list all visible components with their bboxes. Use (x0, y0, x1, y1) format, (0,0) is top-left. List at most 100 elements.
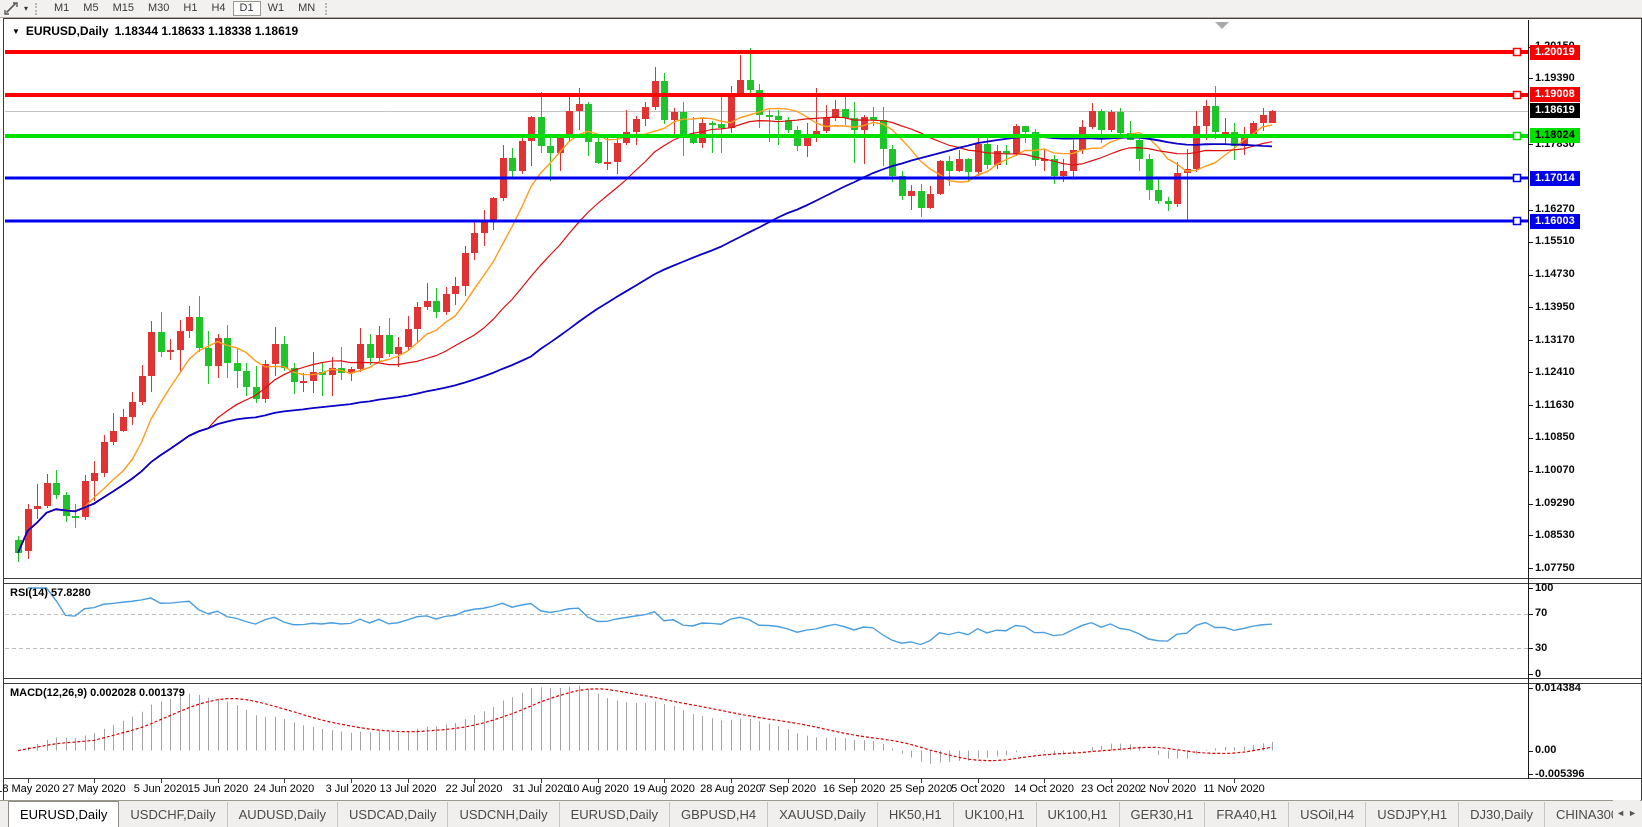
timeframe-button-mn[interactable]: MN (298, 2, 316, 14)
chart-tab-usdcad-daily[interactable]: USDCAD,Daily (338, 802, 449, 827)
chart-tab-dj30-daily[interactable]: DJ30,Daily (1459, 802, 1545, 827)
date-tick-label: 31 Jul 2020 (512, 783, 570, 795)
date-tick-label: 27 May 2020 (62, 783, 126, 795)
chart-tab-audusd-daily[interactable]: AUDUSD,Daily (228, 802, 339, 827)
rsi-current-value: 57.8280 (50, 587, 91, 599)
chart-tab-fra40-h1[interactable]: FRA40,H1 (1205, 802, 1290, 827)
date-axis-tick (1168, 779, 1169, 783)
date-axis-tick (408, 779, 409, 783)
date-tick-label: 18 May 2020 (0, 783, 60, 795)
timeframe-button-m1[interactable]: M1 (54, 2, 70, 14)
date-axis-tick (978, 779, 979, 783)
chevron-down-icon[interactable]: ▾ (23, 4, 28, 13)
tab-scroll-left-icon[interactable]: ◄ (1616, 808, 1626, 818)
price-tick-label: 1.16270 (1535, 203, 1575, 215)
macd-current-values: 0.002028 0.001379 (90, 687, 185, 699)
timeframe-button-group: M1 M5 M15 M30 H1 H4 D1 W1 MN (47, 1, 322, 16)
date-axis-tick (598, 779, 599, 783)
price-axis-tick (1528, 275, 1533, 276)
chart-symbol-label: EURUSD,Daily (25, 24, 109, 38)
collapse-triangle-icon[interactable]: ▼ (12, 26, 20, 36)
date-tick-label: 7 Sep 2020 (759, 783, 817, 795)
toolbar-grip[interactable] (35, 2, 43, 15)
date-tick-label: 10 Aug 2020 (567, 783, 629, 795)
rsi-indicator-canvas[interactable] (5, 584, 1528, 678)
date-tick-label: 13 Jul 2020 (379, 783, 437, 795)
date-axis-tick (161, 779, 162, 783)
date-axis-tick (664, 779, 665, 783)
hline-price-label: 1.18024 (1530, 128, 1580, 143)
date-tick-label: 23 Oct 2020 (1081, 783, 1141, 795)
timeframe-button-h1[interactable]: H1 (183, 2, 198, 14)
hline-price-label: 1.17014 (1530, 171, 1580, 186)
chart-tab-eurusd-daily[interactable]: EURUSD,Daily (560, 802, 670, 827)
tab-scroll-right-icon[interactable]: ► (1628, 808, 1637, 818)
date-tick-label: 5 Oct 2020 (951, 783, 1005, 795)
chart-shift-marker-icon[interactable] (1215, 22, 1229, 29)
date-tick-label: 24 Jun 2020 (253, 783, 315, 795)
chart-tab-gbpusd-h4[interactable]: GBPUSD,H4 (670, 802, 769, 827)
chart-tab-usdjpy-h1[interactable]: USDJPY,H1 (1366, 802, 1460, 827)
date-axis-tick (1044, 779, 1045, 783)
chart-tab-usdcnh-daily[interactable]: USDCNH,Daily (448, 802, 560, 827)
rsi-axis-tick (1528, 614, 1533, 615)
date-axis-tick (284, 779, 285, 783)
rsi-name: RSI(14) (10, 587, 48, 599)
price-tick-label: 1.13170 (1535, 334, 1575, 346)
chart-window: ▼ EURUSD,Daily 1.18344 1.18633 1.18338 1… (0, 18, 1642, 802)
date-axis-tick (1111, 779, 1112, 783)
main-chart-canvas[interactable] (5, 20, 1528, 578)
price-tick-label: 1.12410 (1535, 366, 1575, 378)
price-tick-label: 1.10850 (1535, 431, 1575, 443)
chart-tab-hk50-h1[interactable]: HK50,H1 (878, 802, 954, 827)
chart-tab-uk100-h1[interactable]: UK100,H1 (1037, 802, 1120, 827)
current-price-label: 1.18619 (1530, 103, 1580, 118)
chart-tab-xauusd-daily[interactable]: XAUUSD,Daily (768, 802, 878, 827)
price-axis-tick (1528, 405, 1533, 406)
chart-tab-ger30-h1[interactable]: GER30,H1 (1120, 802, 1206, 827)
chart-tab-usoil-h4[interactable]: USOil,H4 (1289, 802, 1367, 827)
date-axis-tick (1234, 779, 1235, 783)
chart-ohlc-values: 1.18344 1.18633 1.18338 1.18619 (114, 24, 299, 38)
chart-tab-bar: EURUSD,Daily USDCHF,Daily AUDUSD,Daily USDC… (0, 800, 1642, 827)
rsi-tick-label: 30 (1535, 642, 1548, 654)
macd-axis-tick (1528, 751, 1533, 752)
pane-separator-main-rsi[interactable] (4, 578, 1641, 584)
timeframe-button-m5[interactable]: M5 (83, 2, 99, 14)
timeframe-button-d1[interactable]: D1 (232, 1, 261, 16)
timeframe-button-m15[interactable]: M15 (112, 2, 134, 14)
price-axis-tick (1528, 78, 1533, 79)
macd-indicator-canvas[interactable] (5, 684, 1528, 778)
date-tick-label: 5 Jun 2020 (133, 783, 189, 795)
price-tick-label: 1.14730 (1535, 268, 1575, 280)
price-tick-label: 1.11630 (1535, 399, 1575, 411)
date-tick-label: 25 Sep 2020 (889, 783, 953, 795)
hline-price-label: 1.19008 (1530, 87, 1580, 102)
date-axis-tick (474, 779, 475, 783)
macd-axis-tick (1528, 688, 1533, 689)
chart-tab-usdchf-daily[interactable]: USDCHF,Daily (119, 802, 228, 827)
date-axis-tick (351, 779, 352, 783)
date-axis-tick (788, 779, 789, 783)
price-axis-tick (1528, 568, 1533, 569)
macd-tick-label: -0.005396 (1535, 768, 1585, 780)
chart-tab-uk100-h1[interactable]: UK100,H1 (954, 802, 1037, 827)
timeframe-button-h4[interactable]: H4 (211, 2, 226, 14)
chart-tab-eurusd-daily[interactable]: EURUSD,Daily (8, 801, 120, 827)
timeframe-button-m30[interactable]: M30 (147, 2, 170, 14)
top-toolbar: ▾ M1 M5 M15 M30 H1 H4 D1 W1 MN (0, 0, 1642, 18)
timeframe-button-w1[interactable]: W1 (267, 2, 285, 14)
price-axis-tick (1528, 210, 1533, 211)
macd-tick-label: 0.00 (1535, 744, 1557, 756)
macd-label: MACD(12,26,9) 0.002028 0.001379 (10, 687, 185, 699)
diagonal-arrows-icon[interactable] (2, 1, 20, 16)
pane-separator-rsi-macd[interactable] (4, 678, 1641, 684)
rsi-axis-tick (1528, 674, 1533, 675)
price-tick-label: 1.19390 (1535, 72, 1575, 84)
price-axis-tick (1528, 504, 1533, 505)
hline-price-label: 1.16003 (1530, 214, 1580, 229)
toolbar-grip-2[interactable] (325, 2, 333, 15)
date-tick-label: 11 Nov 2020 (1203, 783, 1265, 795)
rsi-axis-tick (1528, 588, 1533, 589)
date-tick-label: 14 Oct 2020 (1014, 783, 1074, 795)
